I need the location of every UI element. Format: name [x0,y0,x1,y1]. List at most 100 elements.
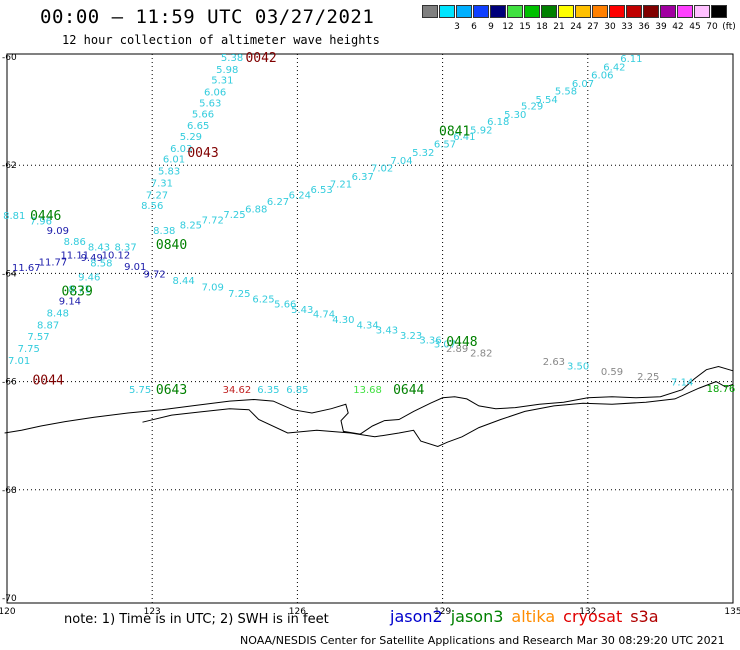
wave-height-label: 9.72 [143,269,165,280]
legend-label: 9 [488,22,494,32]
wave-height-label: 6.42 [603,63,625,74]
lon-tick-label: 132 [579,607,596,617]
wave-height-label: 9.09 [47,226,69,237]
ice-shelf-path [142,381,734,448]
wave-height-label: 6.11 [620,54,642,65]
wave-height-label: 7.25 [223,210,245,221]
satellite-label: jason2 [390,607,443,626]
wave-height-label: 9.14 [59,296,81,307]
lon-tick-label: 129 [434,607,451,617]
satellite-label: jason3 [450,607,504,626]
legend-label: 36 [638,22,650,32]
wave-height-label: 2.82 [470,348,492,359]
wave-height-label: 13.68 [353,385,382,396]
wave-height-label: 5.43 [291,305,313,316]
wave-height-label: 7.02 [371,163,393,174]
credit-line: NOAA/NESDIS Center for Satellite Applica… [240,634,725,647]
wave-height-label: 3.36 [419,335,441,346]
wave-height-label: 6.35 [257,385,279,396]
wave-height-label: 6.24 [289,190,311,201]
wave-height-label: 8.87 [37,320,59,331]
wave-height-label: 6.18 [487,117,509,128]
wave-height-label: 8.81 [3,211,25,222]
legend-label: 45 [689,22,701,32]
wave-height-label: 7.96 [30,216,52,227]
wave-height-label: 6.85 [286,385,308,396]
wave-height-label: 5.66 [274,300,296,311]
wave-height-label: 5.29 [521,102,543,113]
wave-height-label: 7.09 [202,282,224,293]
legend-label: 39 [655,22,667,32]
pass-time-label: 0643 [156,383,187,398]
wave-height-label: 2.89 [446,344,468,355]
wave-height-label: 8.43 [88,242,110,253]
wave-height-label: 7.72 [202,215,224,226]
wave-height-label: 3.23 [400,331,422,342]
legend-label: 21 [553,22,565,32]
wave-height-label: 4.74 [313,309,335,320]
legend-label: 33 [621,22,633,32]
wave-height-label: 7.27 [146,190,168,201]
legend-label: 30 [604,22,616,32]
wave-height-label: 7.14 [671,378,693,389]
wave-height-label: 6.07 [572,79,594,90]
wave-height-label: 5.54 [536,95,558,106]
legend-swatch [643,5,659,18]
wave-height-label: 5.29 [180,132,202,143]
wave-height-label: 11.11 [60,250,89,261]
legend-swatch [592,5,608,18]
wave-height-label: 8.58 [90,259,112,270]
satellite-key: jason2 jason3 altika cryosat s3a [390,607,667,626]
coastline-layer [4,365,734,448]
wave-height-label: 8.56 [141,201,163,212]
axis-tick-labels: 120 123 126 129 132 135 -60 -62 -64 -66 -68 -70 [0,53,740,617]
legend-label: (ft) [722,22,736,32]
wave-height-label: 5.38 [221,53,243,64]
satellite-label: cryosat [563,607,623,626]
legend-swatch [660,5,676,18]
legend-swatch [490,5,506,18]
legend-swatch [626,5,642,18]
lat-tick-label: -60 [2,53,17,63]
legend-swatch [507,5,523,18]
legend-label: 24 [570,22,582,32]
wave-height-label: 8.44 [173,276,195,287]
legend-label: 6 [471,22,477,32]
wave-height-label: 10.12 [102,250,131,261]
page-subtitle: 12 hour collection of altimeter wave hei… [62,33,380,47]
wave-height-label: 7.75 [18,344,40,355]
wave-height-label: 8.38 [153,226,175,237]
pass-time-label: 0044 [32,373,63,388]
wave-height-label: 7.01 [8,356,30,367]
legend-label: 3 [454,22,460,32]
wave-height-label: 4.34 [356,320,378,331]
wave-height-label: 7.04 [390,156,412,167]
legend-swatch [677,5,693,18]
wave-height-label: 6.03 [170,144,192,155]
wave-height-label: 8.37 [114,242,136,253]
wave-height-label: 3.07 [434,340,456,351]
pass-time-label: 0448 [446,335,477,350]
wave-height-label: 5.58 [555,87,577,98]
lon-tick-label: 123 [144,607,161,617]
satellite-label: altika [511,607,556,626]
lat-tick-label: -68 [2,486,17,496]
legend-swatch [711,5,727,18]
wave-height-label: 11.77 [39,257,68,268]
pass-time-label: 0042 [245,51,276,66]
lat-lon-grid [7,54,733,603]
legend-label: 27 [587,22,599,32]
wave-height-points: 5.385.985.316.065.635.666.655.296.036.01… [3,53,735,396]
lat-tick-label: -62 [2,161,17,171]
lat-tick-label: -70 [2,594,17,604]
legend-label: 42 [672,22,684,32]
wave-height-label: 6.27 [267,197,289,208]
legend-swatch [694,5,710,18]
wave-height-label: 34.62 [223,385,252,396]
pass-time-label: 0841 [439,125,470,140]
wave-height-label: 8.25 [180,221,202,232]
wave-height-label: 5.92 [470,125,492,136]
wave-height-label: 2.63 [543,357,565,368]
wave-height-label: 5.32 [412,148,434,159]
